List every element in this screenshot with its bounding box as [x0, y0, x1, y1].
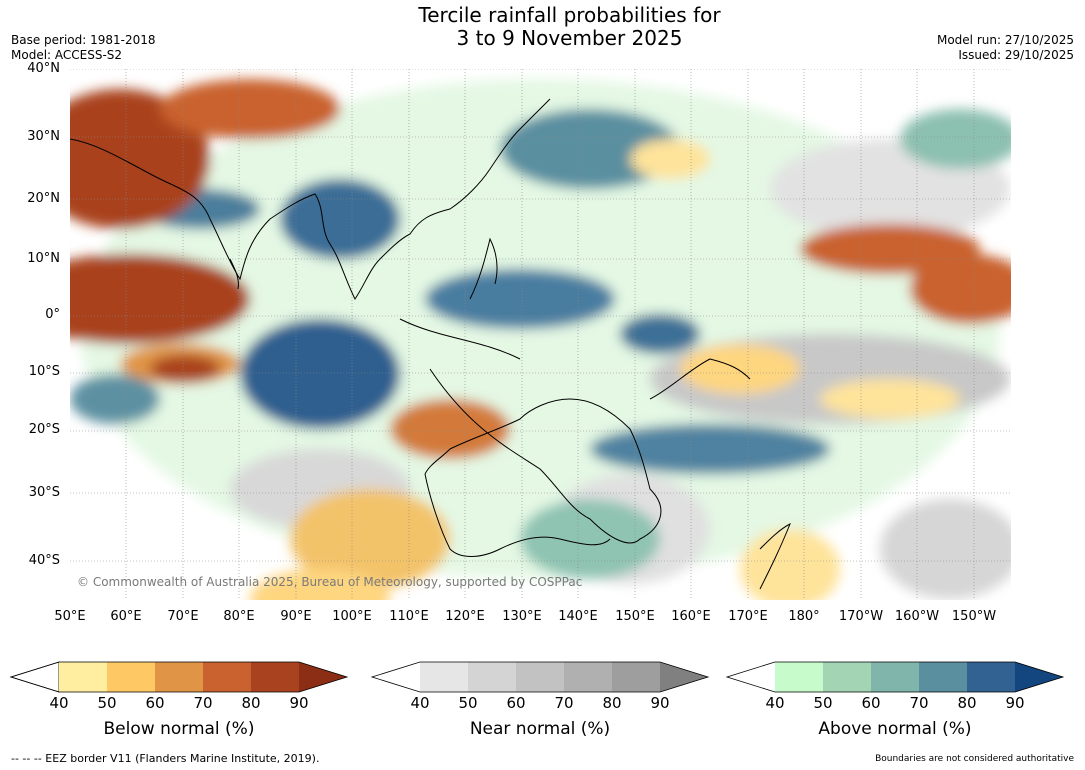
lon-label: 100°E: [332, 609, 372, 624]
lon-label: 170°E: [728, 609, 768, 624]
above-tick: 90: [1005, 694, 1025, 712]
lon-label: 160°E: [671, 609, 711, 624]
run-info: Model run: 27/10/2025 Issued: 29/10/2025: [937, 33, 1074, 63]
lon-label: 150°W: [951, 609, 997, 624]
model-run: Model run: 27/10/2025: [936, 33, 1074, 47]
below-normal-caption: Below normal (%): [103, 719, 255, 739]
base-period: Base period: 1981-2018: [11, 33, 156, 47]
below-tick: 70: [193, 694, 213, 712]
lon-label: 120°E: [445, 609, 485, 624]
lat-label: 10°S: [28, 364, 60, 379]
below-tick: 60: [145, 694, 165, 712]
coastlines: [70, 98, 791, 590]
colorbars: [9, 661, 1065, 693]
near-tick: 40: [410, 694, 430, 712]
boundaries-disclaimer: Boundaries are not considered authoritat…: [875, 754, 1074, 764]
below-tick: 90: [289, 694, 309, 712]
near-tick: 80: [602, 694, 622, 712]
copyright-notice: © Commonwealth of Australia 2025, Bureau…: [77, 575, 583, 589]
graticule: [70, 69, 1011, 600]
lon-label: 50°E: [54, 609, 86, 624]
lat-label: 20°N: [27, 191, 60, 206]
near-normal-caption: Near normal (%): [469, 719, 611, 739]
lon-label: 170°W: [838, 609, 884, 624]
map-title: Tercile rainfall probabilities for 3 to …: [0, 4, 1085, 50]
issued-date: Issued: 29/10/2025: [958, 48, 1074, 62]
eez-border-note: -- -- -- EEZ border V11 (Flanders Marine…: [11, 752, 320, 765]
lon-label: 70°E: [167, 609, 199, 624]
above-tick: 70: [909, 694, 929, 712]
lat-label: 40°N: [27, 61, 60, 76]
near-tick: 50: [458, 694, 478, 712]
lon-label: 130°E: [502, 609, 542, 624]
near-tick: 60: [506, 694, 526, 712]
below-tick: 80: [241, 694, 261, 712]
lon-label: 110°E: [389, 609, 429, 624]
lon-label: 80°E: [223, 609, 255, 624]
below-normal-colorbar: [9, 661, 349, 693]
lon-label: 140°E: [558, 609, 598, 624]
above-tick: 50: [813, 694, 833, 712]
lon-label: 90°E: [280, 609, 312, 624]
model-info: Base period: 1981-2018 Model: ACCESS-S2: [11, 33, 156, 63]
lat-label: 20°S: [28, 422, 60, 437]
title-line-1: Tercile rainfall probabilities for: [418, 3, 721, 27]
lon-label: 160°W: [894, 609, 940, 624]
near-normal-colorbar: [370, 661, 710, 693]
lat-label: 40°S: [28, 553, 60, 568]
near-tick: 90: [650, 694, 670, 712]
below-tick: 40: [49, 694, 69, 712]
lon-label: 180°: [788, 609, 820, 624]
lat-label: 30°N: [27, 129, 60, 144]
below-tick: 50: [97, 694, 117, 712]
rainfall-map: [70, 69, 1011, 600]
above-tick: 40: [765, 694, 785, 712]
above-tick: 80: [957, 694, 977, 712]
near-tick: 70: [554, 694, 574, 712]
lat-label: 10°N: [27, 251, 60, 266]
lat-label: 0°: [45, 307, 60, 322]
model-name: Model: ACCESS-S2: [11, 48, 123, 62]
above-normal-caption: Above normal (%): [818, 719, 972, 739]
above-tick: 60: [861, 694, 881, 712]
lon-label: 150°E: [615, 609, 655, 624]
above-normal-colorbar: [725, 661, 1065, 693]
title-line-2: 3 to 9 November 2025: [456, 26, 683, 50]
lon-label: 60°E: [110, 609, 142, 624]
lat-label: 30°S: [28, 485, 60, 500]
